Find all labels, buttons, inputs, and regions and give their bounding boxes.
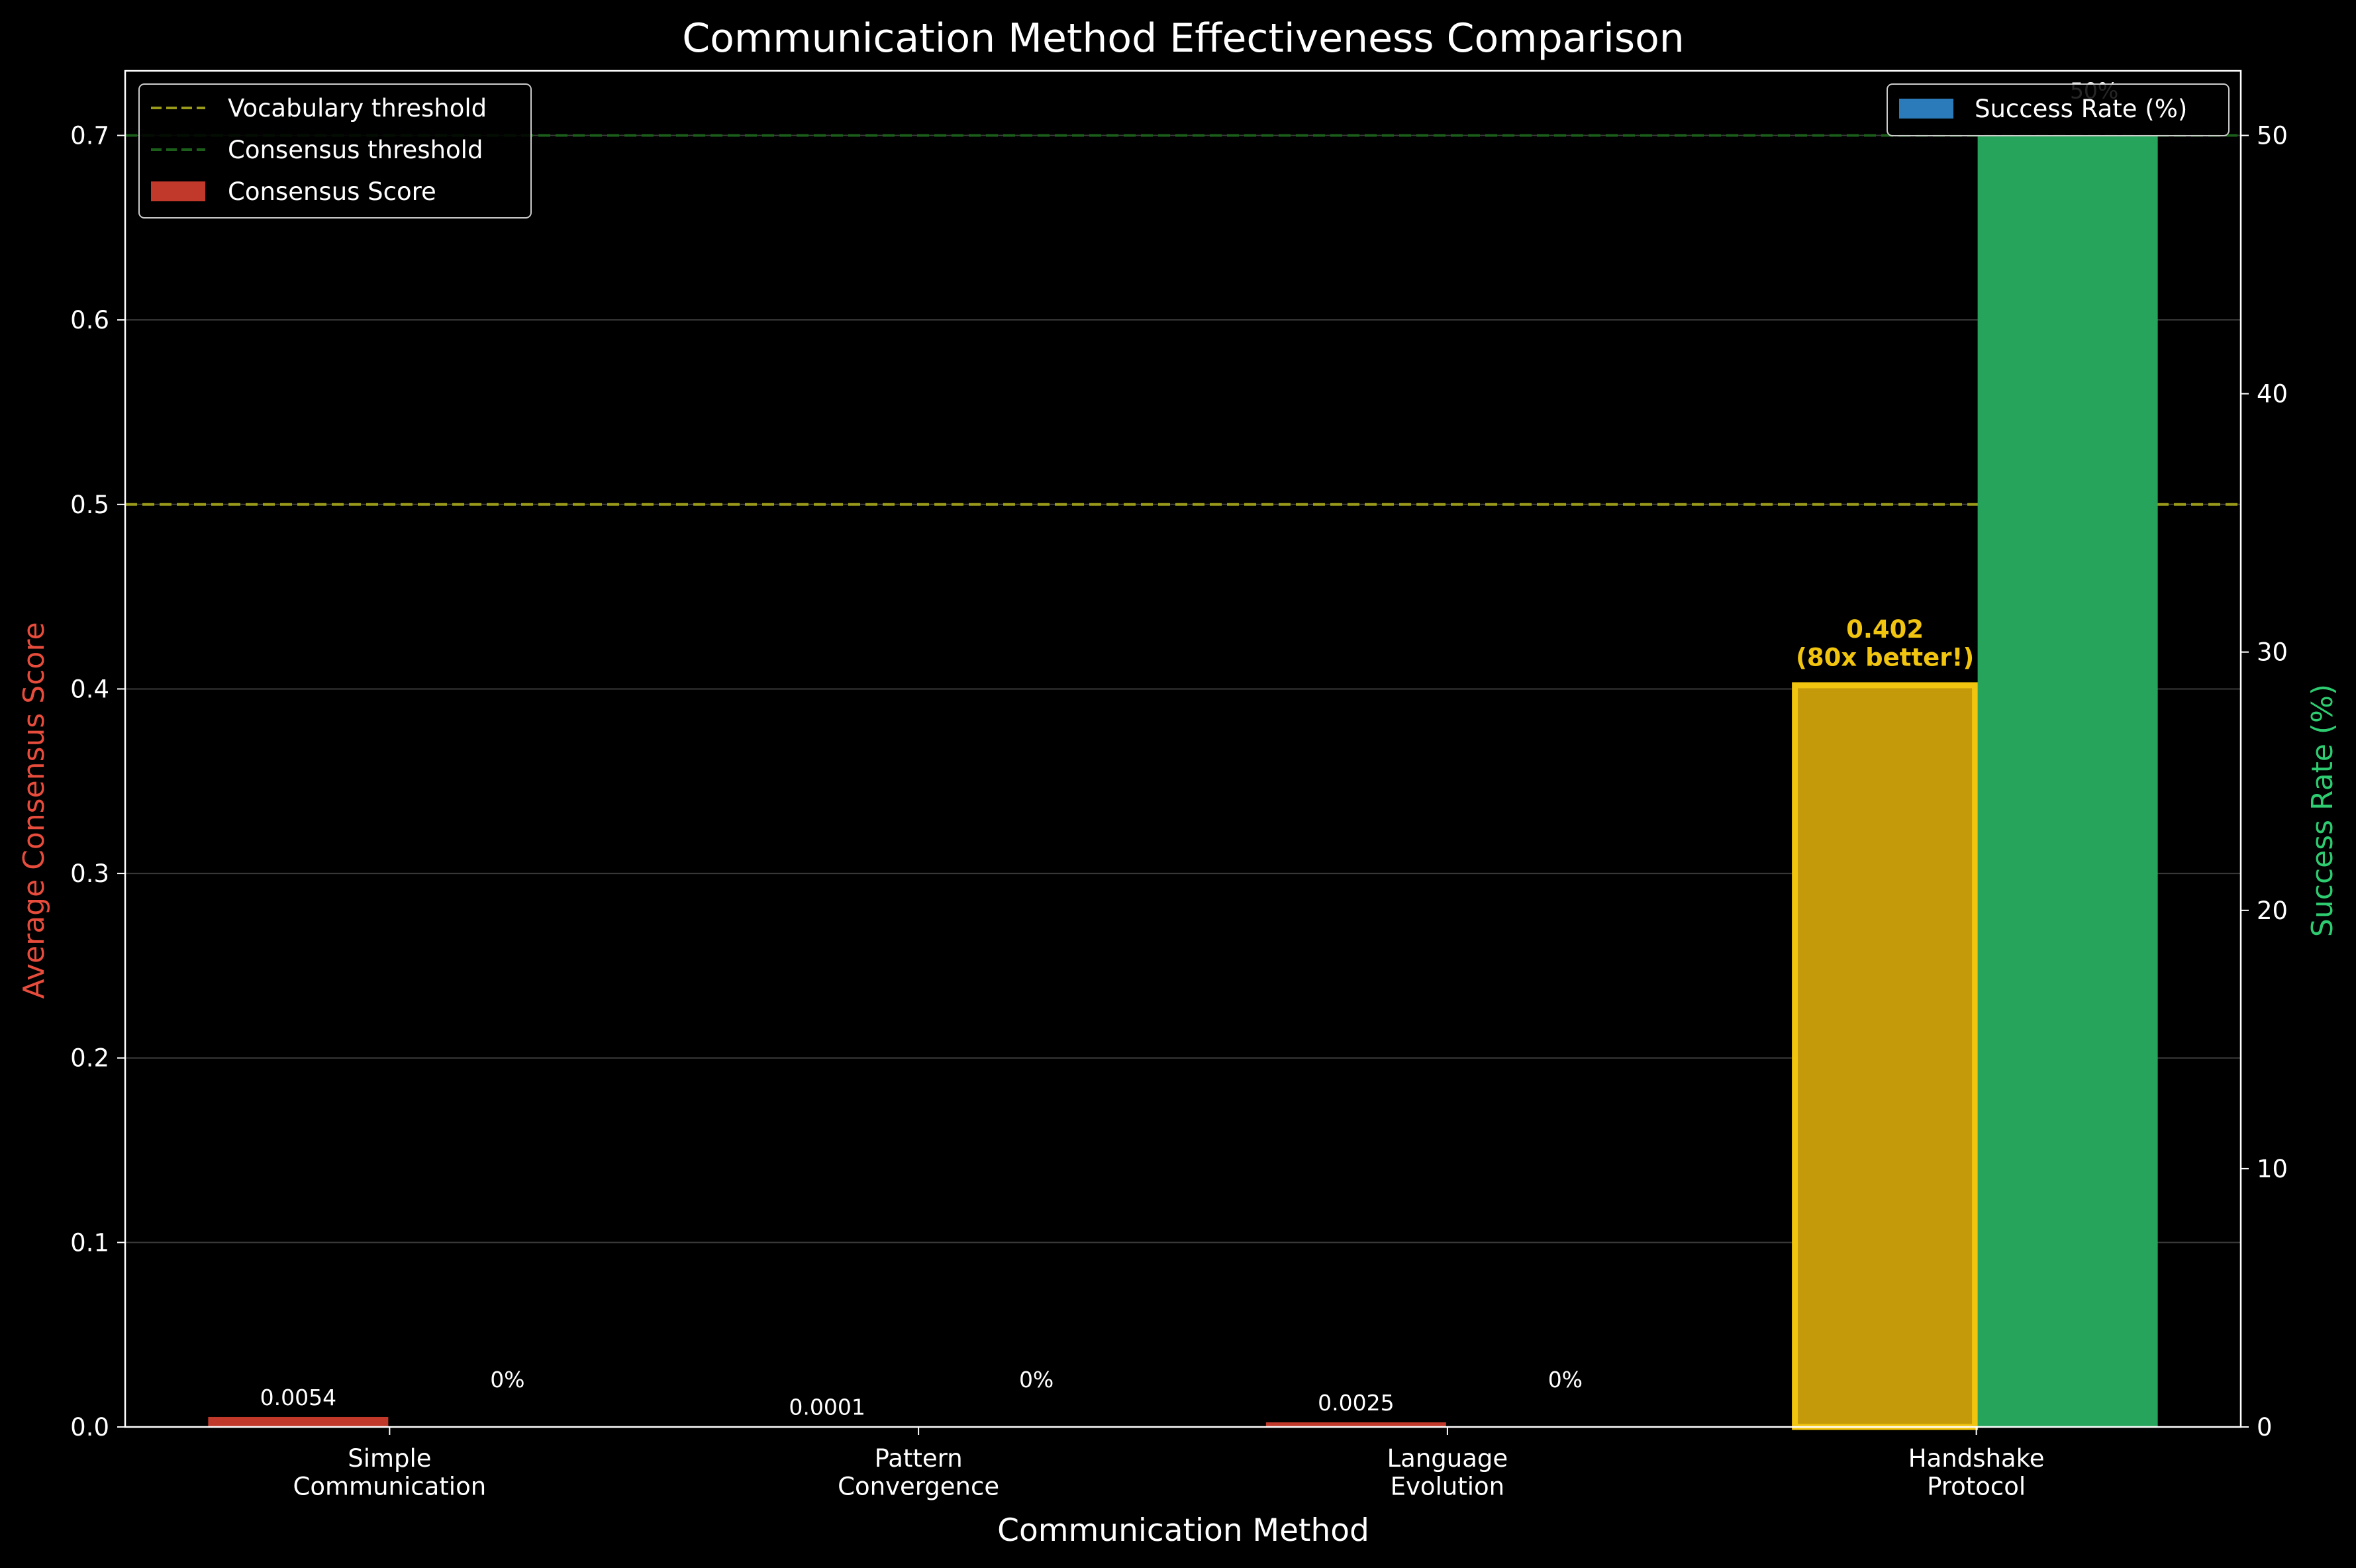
consensus-value-label: 0.0001 <box>789 1395 865 1420</box>
left-tick-label: 0.3 <box>70 859 109 888</box>
bar-layer <box>208 135 2158 1430</box>
right-tick-label: 50 <box>2257 122 2288 150</box>
right-tick-label: 40 <box>2257 380 2288 409</box>
right-tick-label: 0 <box>2257 1413 2273 1442</box>
success-rate-value-label: 0% <box>1548 1367 1583 1393</box>
legend-vocabulary-threshold-label: Vocabulary threshold <box>228 94 487 122</box>
x-tick-label: Language Evolution <box>1387 1444 1508 1501</box>
left-tick-label: 0.0 <box>70 1413 109 1442</box>
legend-success-rate-swatch <box>1899 99 1953 119</box>
success-rate-value-label: 0% <box>1019 1367 1054 1393</box>
legend-right-box <box>1887 83 2230 136</box>
x-tick-label: Pattern Convergence <box>838 1444 999 1501</box>
plot-frame <box>124 70 2242 1428</box>
legend-consensus-score-label: Consensus Score <box>228 177 436 206</box>
x-tick-label: Handshake Protocol <box>1908 1444 2045 1501</box>
chart-title: Communication Method Effectiveness Compa… <box>682 15 1685 62</box>
consensus-value-label: 0.0025 <box>1318 1390 1394 1416</box>
legend-right: Success Rate (%) <box>1887 83 2230 136</box>
consensus-value-label: 0.0054 <box>260 1385 336 1410</box>
axis-layer: 0.0 0.1 0.2 0.3 0.4 0.5 0.6 0.7 0 10 20 30 40 50 Simpl… <box>70 70 2288 1501</box>
consensus-bar <box>1265 1422 1446 1427</box>
right-tick-label: 30 <box>2257 638 2288 667</box>
right-tick-label: 20 <box>2257 897 2288 925</box>
left-tick-label: 0.4 <box>70 675 109 703</box>
legend-left-box <box>138 83 532 219</box>
left-tick-label: 0.6 <box>70 306 109 334</box>
legend-consensus-score-swatch <box>151 181 205 201</box>
success-rate-value-label: 0% <box>490 1367 524 1393</box>
consensus-value-label: 0.402 (80x better!) <box>1796 615 1974 672</box>
left-tick-label: 0.1 <box>70 1228 109 1257</box>
legend-consensus-threshold-label: Consensus threshold <box>228 136 483 164</box>
right-tick-label: 10 <box>2257 1155 2288 1183</box>
x-tick-label: Simple Communication <box>293 1444 487 1501</box>
left-tick-label: 0.7 <box>70 122 109 150</box>
consensus-bar <box>208 1416 389 1427</box>
left-axis-title: Average Consensus Score <box>17 622 51 999</box>
legend-layer: Vocabulary threshold Consensus threshold C… <box>138 83 2230 219</box>
x-axis-title: Communication Method <box>997 1512 1369 1549</box>
consensus-bar <box>1792 682 1979 1430</box>
left-tick-label: 0.5 <box>70 491 109 519</box>
success-rate-bar <box>1977 135 2158 1427</box>
right-axis-title: Success Rate (%) <box>2306 684 2339 937</box>
legend-left: Vocabulary threshold Consensus threshold C… <box>138 83 532 219</box>
left-tick-label: 0.2 <box>70 1044 109 1073</box>
legend-success-rate-label: Success Rate (%) <box>1975 95 2187 123</box>
